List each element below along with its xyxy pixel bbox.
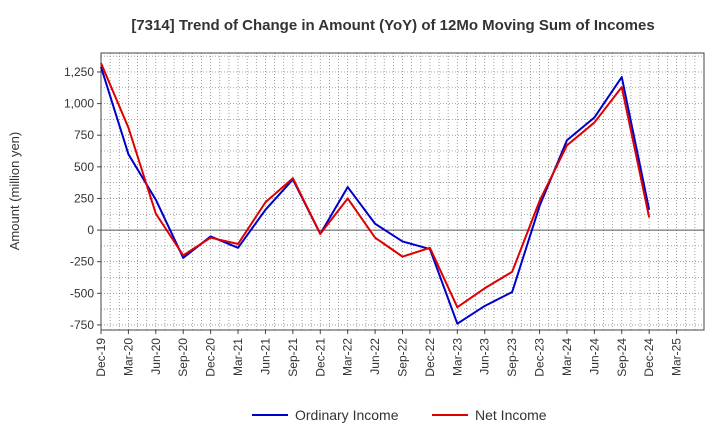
x-tick-label: Sep-20 — [176, 338, 190, 377]
x-tick-label: Sep-21 — [286, 338, 300, 377]
y-tick-label: 250 — [74, 191, 94, 205]
y-tick-label: 500 — [74, 160, 94, 174]
y-tick-label: -750 — [70, 318, 94, 332]
x-tick-label: Mar-20 — [121, 338, 135, 376]
x-tick-label: Dec-23 — [533, 338, 547, 377]
legend-label-1: Net Income — [475, 407, 547, 423]
x-tick-label: Mar-21 — [231, 338, 245, 376]
x-tick-label: Mar-22 — [341, 338, 355, 376]
y-tick-label: -500 — [70, 286, 94, 300]
y-tick-label: 750 — [74, 128, 94, 142]
legend-label-0: Ordinary Income — [295, 407, 399, 423]
y-tick-label: -250 — [70, 255, 94, 269]
x-tick-label: Jun-20 — [149, 338, 163, 375]
x-tick-label: Jun-21 — [258, 338, 272, 375]
x-tick-label: Mar-23 — [450, 338, 464, 376]
x-tick-label: Sep-22 — [396, 338, 410, 377]
x-tick-label: Mar-25 — [670, 338, 684, 376]
series-line-1 — [100, 62, 651, 309]
x-tick-label: Dec-24 — [642, 338, 656, 377]
x-tick-label: Jun-23 — [478, 338, 492, 375]
x-tick-label: Dec-19 — [94, 338, 108, 377]
x-tick-label: Dec-20 — [204, 338, 218, 377]
plot-area: -750 -500 -250 0 250 500 750 1,000 1,250 Dec-19 Ma… — [64, 52, 705, 377]
x-tick-label: Dec-22 — [423, 338, 437, 377]
y-tick-label: 1,000 — [64, 97, 94, 111]
y-tick-label: 0 — [87, 223, 94, 237]
x-tick-label: Sep-24 — [615, 338, 629, 377]
x-tick-label: Dec-21 — [313, 338, 327, 377]
y-tick-label: 1,250 — [64, 65, 94, 79]
y-axis-label: Amount (million yen) — [7, 132, 22, 251]
x-tick-label: Sep-23 — [505, 338, 519, 377]
x-tick-label: Jun-22 — [368, 338, 382, 375]
legend: Ordinary Income Net Income — [252, 407, 547, 423]
chart-title: [7314] Trend of Change in Amount (YoY) o… — [131, 17, 654, 34]
x-tick-label: Jun-24 — [587, 338, 601, 375]
x-tick-label: Mar-24 — [560, 338, 574, 376]
